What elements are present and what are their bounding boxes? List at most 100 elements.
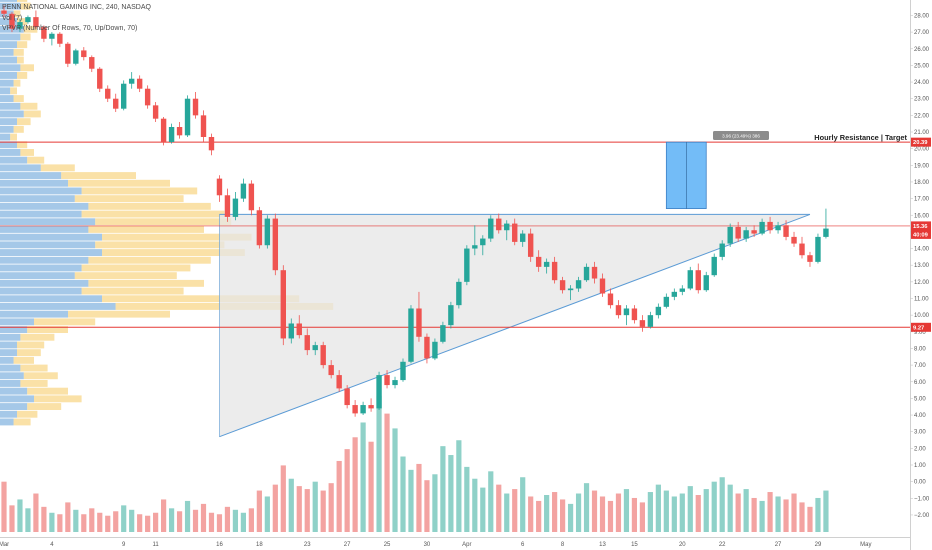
volume-bar (488, 471, 494, 532)
price-tick-label: 7.00 (914, 363, 926, 369)
vpvr-up-bar (0, 56, 17, 64)
vpvr-down-bar (74, 195, 184, 203)
volume-bar (655, 484, 661, 532)
volume-bar (352, 437, 358, 532)
candle-body (480, 238, 486, 246)
price-tick-label: 2.00 (914, 446, 926, 452)
candle-body (144, 88, 151, 106)
price-tick-label: 13.00 (914, 263, 930, 269)
candle-body (799, 243, 805, 256)
vpvr-down-bar (20, 333, 55, 341)
vpvr-up-bar (0, 33, 21, 41)
time-tick-label: 11 (153, 542, 160, 548)
volume-bar (735, 493, 741, 532)
volume-bar (432, 474, 438, 532)
time-axis: Mar 4 9 11 16 18 23 27 25 30 Apr 6 8 13 15 20 22 27 29 May (0, 537, 910, 548)
candle-body (543, 261, 550, 267)
vpvr-down-bar (81, 264, 191, 272)
vpvr-up-bar (0, 156, 28, 164)
volume-indicator-label[interactable]: Vol (7) (2, 15, 23, 22)
volume-bar (623, 489, 630, 532)
volume-bar (1, 481, 7, 532)
volume-bar (41, 506, 47, 532)
volume-bar (599, 496, 606, 532)
vpvr-down-bar (10, 133, 17, 141)
volume-bar (137, 514, 143, 532)
vpvr-down-bar (17, 141, 28, 149)
price-tick-label: 10.00 (914, 313, 930, 319)
volume-bar (528, 496, 534, 532)
vpvr-down-bar (20, 380, 48, 387)
volume-bar (512, 489, 518, 532)
candle-body (136, 78, 143, 89)
volume-bar (687, 486, 693, 532)
candle-body (320, 345, 326, 366)
symbol-title[interactable]: PENN NATIONAL GAMING INC, 240, NASDAQ (2, 4, 151, 11)
volume-bar (679, 493, 685, 532)
vpvr-indicator-label[interactable]: VPVR (Number Of Rows, 70, Up/Down, 70) (2, 25, 138, 32)
vpvr-up-bar (0, 125, 14, 133)
vpvr-up-bar (0, 256, 89, 264)
price-tick-label: 27.00 (914, 30, 930, 36)
vpvr-down-bar (88, 279, 204, 287)
volume-bar (751, 497, 757, 532)
candle-body (208, 136, 215, 151)
time-tick-label: 18 (256, 542, 263, 548)
price-tick-label: 19.00 (914, 163, 930, 169)
candle-body (424, 336, 430, 359)
volume-bar (448, 455, 454, 532)
volume-bar (631, 497, 638, 532)
candle-body (735, 226, 741, 239)
vpvr-up-bar (0, 172, 62, 179)
price-tick-label: 6.00 (914, 380, 926, 386)
vpvr-down-bar (27, 156, 45, 164)
candle-body (264, 218, 271, 246)
vpvr-down-bar (17, 56, 24, 64)
price-tag-label: 40:09 (913, 232, 929, 238)
vpvr-up-bar (0, 0, 17, 2)
vpvr-up-bar (0, 79, 14, 87)
vpvr-up-bar (0, 187, 82, 195)
vpvr-up-bar (0, 41, 17, 49)
time-tick-label: Mar (0, 542, 9, 548)
volume-bar (480, 487, 486, 532)
candle-body (344, 388, 350, 406)
candle-body (256, 210, 263, 246)
volume-bar (9, 505, 15, 532)
candle-body (49, 33, 55, 39)
price-tick-label: 9.00 (914, 330, 926, 336)
candle-body (527, 233, 534, 257)
candle-body (520, 233, 526, 242)
candle-body (17, 22, 23, 29)
candle-body (655, 306, 662, 316)
volume-bar (392, 428, 398, 532)
vpvr-up-bar (0, 326, 28, 333)
price-tag-label: 9.27 (913, 325, 924, 331)
price-labels: 20.39 15.36 40:09 9.27 (911, 137, 931, 332)
vpvr-up-bar (0, 48, 14, 56)
time-tick-label: 15 (631, 542, 638, 548)
candle-body (192, 98, 199, 116)
candle-body (567, 288, 574, 291)
vpvr-up-bar (0, 10, 14, 18)
volume-bar (105, 515, 111, 532)
volume-bar (783, 499, 789, 532)
candle-body (384, 375, 390, 386)
vpvr-down-bar (88, 256, 211, 264)
candle-body (671, 291, 678, 297)
candle-body (168, 127, 175, 142)
vpvr-up-bar (0, 303, 116, 310)
candle-body (703, 275, 709, 291)
candle-body (184, 98, 191, 136)
vpvr-up-bar (0, 118, 17, 126)
vpvr-up-bar (0, 195, 75, 203)
volume-bar (97, 512, 103, 532)
vpvr-down-bar (81, 210, 225, 218)
vpvr-up-bar (0, 279, 89, 287)
vpvr-down-bar (40, 164, 75, 172)
volume-bar (671, 496, 677, 532)
candle-body (200, 115, 207, 137)
candle-body (647, 315, 654, 327)
volume-bar (384, 413, 390, 532)
